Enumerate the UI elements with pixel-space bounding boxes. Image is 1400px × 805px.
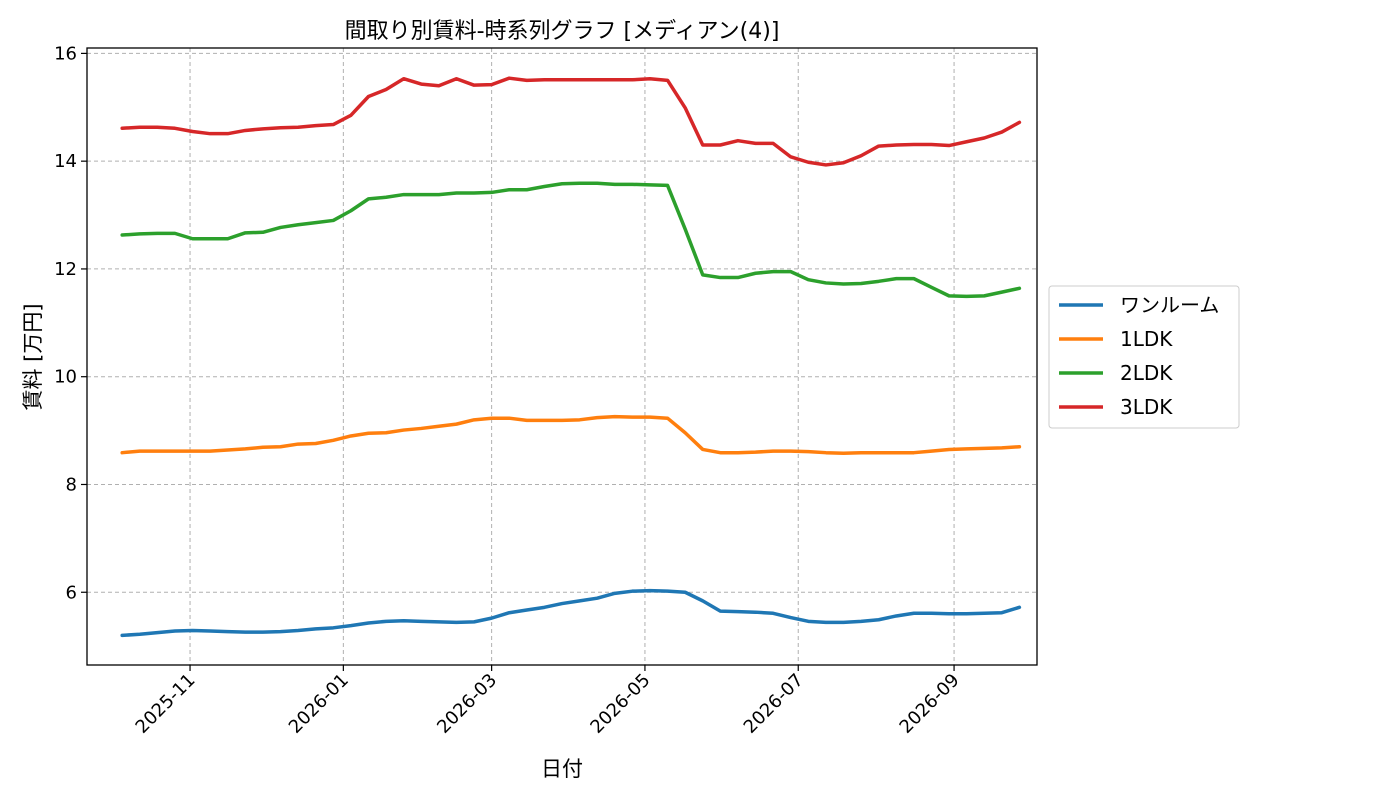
legend-label: ワンルーム xyxy=(1120,293,1219,317)
y-tick-label: 6 xyxy=(66,582,77,603)
series-layer xyxy=(120,76,1022,638)
x-axis-label: 日付 xyxy=(541,757,583,781)
y-axis-label: 賃料 [万円] xyxy=(21,303,45,410)
y-tick-label: 16 xyxy=(54,43,77,64)
grid xyxy=(87,48,1037,665)
y-tick-label: 8 xyxy=(66,474,77,495)
legend-label: 3LDK xyxy=(1120,395,1173,419)
legend-label: 2LDK xyxy=(1120,361,1173,385)
series-line-3 xyxy=(120,181,1022,299)
legend-label: 1LDK xyxy=(1120,327,1173,351)
y-tick-label: 12 xyxy=(54,259,77,280)
y-tick-label: 14 xyxy=(54,151,77,172)
plot-area-frame xyxy=(86,47,1038,666)
legend-frame xyxy=(1048,285,1240,429)
series-line-4 xyxy=(120,76,1022,167)
chart-title: 間取り別賃料-時系列グラフ [メディアン(4)] xyxy=(345,19,780,44)
legend: ワンルーム 1LDK 2LDK 3LDK xyxy=(1048,285,1240,429)
series-line-2 xyxy=(120,414,1022,455)
series-line-1 xyxy=(120,588,1022,638)
y-tick-label: 10 xyxy=(54,367,77,388)
